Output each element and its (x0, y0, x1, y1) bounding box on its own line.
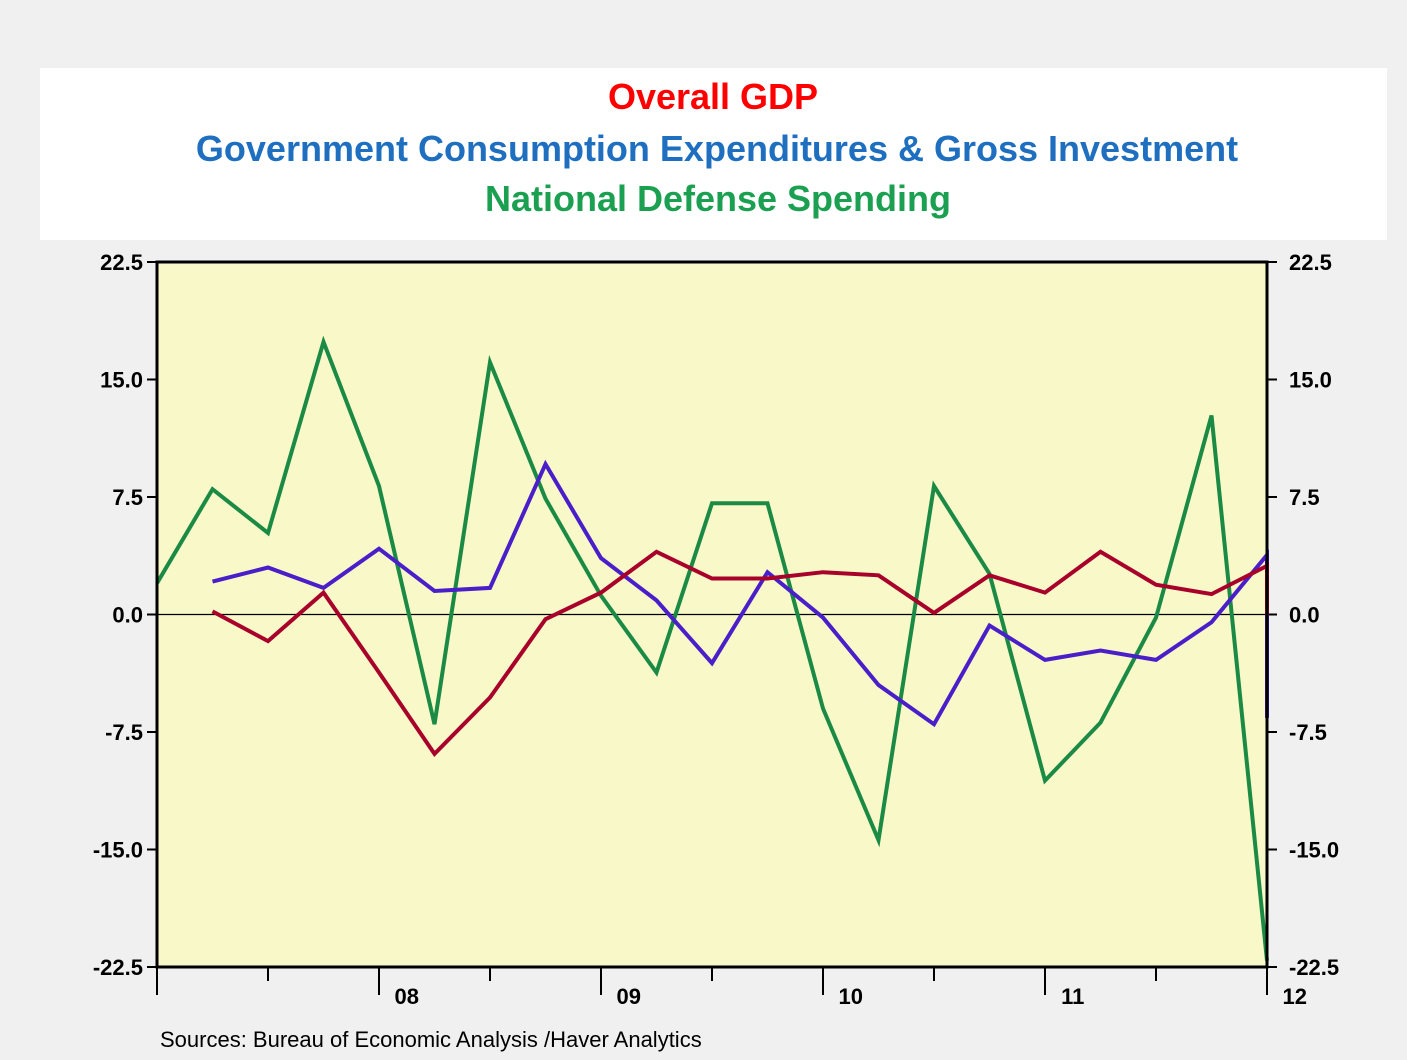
chart-title: Overall GDP (608, 76, 818, 117)
series-line-overall-gdp (211, 549, 1269, 758)
x-tick-label: 11 (1061, 984, 1084, 1009)
y-tick-label-left: -22.5 (93, 955, 143, 980)
y-tick-label-right: 7.5 (1289, 485, 1320, 510)
y-tick-label-right: -15.0 (1289, 838, 1339, 863)
y-tick-label-right: -7.5 (1289, 720, 1327, 745)
series-line-national-defense (155, 335, 1269, 961)
source-note: Sources: Bureau of Economic Analysis /Ha… (160, 1027, 702, 1052)
y-axis-left: 22.5 15.0 7.5 0.0 -7.5 -15.0 -22.5 (93, 250, 157, 980)
plot-frame (155, 260, 1269, 969)
x-tick-label: 10 (839, 984, 863, 1009)
y-tick-label-right: 15.0 (1289, 368, 1332, 393)
title-panel (40, 68, 1387, 240)
y-tick-label-right: 22.5 (1289, 250, 1332, 275)
y-tick-label-left: -7.5 (105, 720, 143, 745)
x-axis: 08 09 10 11 12 (156, 967, 1307, 1009)
chart-subtitle-defense: National Defense Spending (485, 178, 951, 219)
chart-subtitle-government: Government Consumption Expenditures & Gr… (196, 128, 1238, 169)
y-tick-label-left: -15.0 (93, 838, 143, 863)
y-axis-right: 22.5 15.0 7.5 0.0 -7.5 -15.0 -22.5 (1267, 250, 1339, 980)
x-tick-label: 09 (617, 984, 641, 1009)
y-tick-label-left: 7.5 (112, 485, 143, 510)
series-line-government-consumption (212, 459, 1269, 728)
x-tick-label: 12 (1283, 984, 1307, 1009)
x-tick-label: 08 (395, 984, 419, 1009)
y-tick-label-left: 15.0 (100, 368, 143, 393)
y-tick-label-right: -22.5 (1289, 955, 1339, 980)
y-tick-label-left: 22.5 (100, 250, 143, 275)
y-tick-label-right: 0.0 (1289, 603, 1320, 628)
series-layer (155, 260, 1269, 969)
y-tick-label-left: 0.0 (112, 603, 143, 628)
